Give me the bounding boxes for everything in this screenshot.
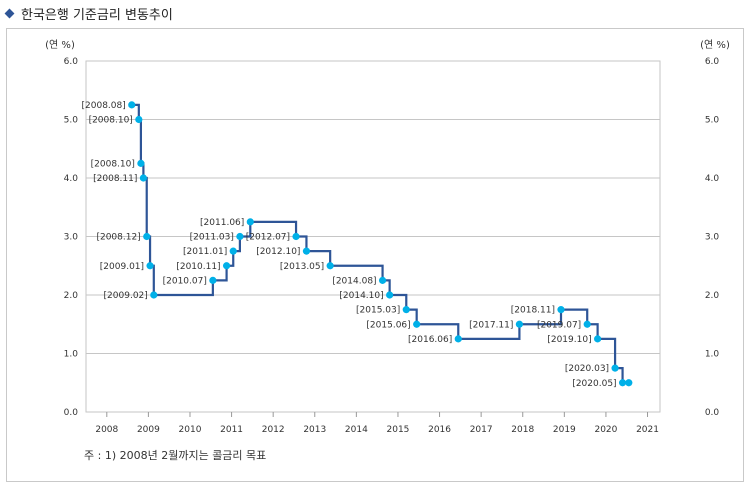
data-point-marker xyxy=(135,115,143,124)
y-tick-label-left: 3.0 xyxy=(64,233,79,243)
data-point-label: [2012.10] xyxy=(256,247,300,257)
footnote: 주 : 1) 2008년 2월까지는 콜금리 목표 xyxy=(84,449,267,462)
data-point-marker xyxy=(236,232,244,241)
data-point-marker xyxy=(128,101,136,109)
data-point-marker xyxy=(618,379,627,387)
y-axis-label-right: (연 %) xyxy=(700,39,730,51)
data-point-label: [2019.07] xyxy=(537,320,581,330)
x-tick-label: 2014 xyxy=(345,425,368,435)
data-point-label: [2011.06] xyxy=(200,218,244,228)
data-point-label: [2020.05] xyxy=(572,379,616,389)
y-ticks-left: 0.0 1.0 2.0 3.0 4.0 5.0 6.0 xyxy=(64,57,79,418)
chart-frame xyxy=(6,28,744,482)
y-tick-label-left: 1.0 xyxy=(64,350,79,360)
data-point-label: [2008.08] xyxy=(82,101,126,111)
data-point-label: [2017.11] xyxy=(469,320,513,330)
x-tick-label: 2019 xyxy=(553,425,576,435)
data-point-label: [2020.03] xyxy=(565,364,609,374)
data-point-marker xyxy=(150,291,158,299)
y-axis-label-left: (연 %) xyxy=(45,39,75,51)
y-tick-label-left: 0.0 xyxy=(64,408,79,418)
x-tick-label: 2011 xyxy=(220,425,243,435)
x-tick-label: 2013 xyxy=(303,425,326,435)
data-point-marker xyxy=(229,247,237,255)
data-point-label: [2010.11] xyxy=(176,262,220,272)
rate-markers xyxy=(128,101,633,387)
data-point-label: [2010.07] xyxy=(163,276,207,286)
point-labels: [2008.08] [2008.10] [2008.10] [2008.11] [200… xyxy=(82,101,617,389)
data-point-marker xyxy=(611,364,619,372)
y-ticks-right: 0.0 1.0 2.0 3.0 4.0 5.0 6.0 xyxy=(705,57,720,418)
y-tick-label-right: 3.0 xyxy=(705,233,720,243)
data-point-marker xyxy=(209,276,217,284)
title-row: 한국은행 기준금리 변동추이 xyxy=(2,3,173,23)
data-point-label: [2008.12] xyxy=(96,233,140,243)
x-tick-label: 2017 xyxy=(470,425,493,435)
x-ticks: 2008 2009 2010 2011 2012 2013 2014 2015 2016 2017… xyxy=(95,412,659,435)
x-tick-label: 2018 xyxy=(511,425,534,435)
data-point-label: [2009.02] xyxy=(104,291,148,301)
data-point-marker xyxy=(386,291,394,299)
y-tick-label-left: 4.0 xyxy=(64,174,79,184)
data-point-label: [2013.05] xyxy=(280,262,324,272)
x-tick-label: 2015 xyxy=(387,425,410,435)
y-tick-label-right: 2.0 xyxy=(705,291,720,301)
x-tick-label: 2008 xyxy=(95,425,118,435)
y-tick-label-left: 6.0 xyxy=(64,57,79,67)
data-point-marker xyxy=(557,306,565,314)
y-tick-label-right: 4.0 xyxy=(705,174,720,184)
data-point-label: [2014.08] xyxy=(332,276,376,286)
data-point-label: [2016.06] xyxy=(408,335,452,345)
y-tick-label-right: 1.0 xyxy=(705,350,720,360)
data-point-label: [2008.10] xyxy=(89,116,133,126)
y-tick-label-left: 2.0 xyxy=(64,291,79,301)
data-point-marker xyxy=(625,379,633,387)
x-tick-label: 2010 xyxy=(179,425,202,435)
data-point-marker xyxy=(139,174,147,182)
data-point-marker xyxy=(378,276,387,284)
data-point-marker xyxy=(137,159,145,167)
data-point-label: [2009.01] xyxy=(100,262,144,272)
data-point-marker xyxy=(222,262,231,270)
data-point-marker xyxy=(594,335,602,343)
data-point-marker xyxy=(143,232,151,241)
data-point-label: [2015.03] xyxy=(356,306,400,316)
data-point-marker xyxy=(413,320,421,328)
data-point-label: [2018.11] xyxy=(511,306,555,316)
x-tick-label: 2021 xyxy=(636,425,659,435)
grid-lines xyxy=(85,60,661,413)
data-point-label: [2014.10] xyxy=(339,291,383,301)
data-point-marker xyxy=(292,232,300,241)
x-tick-label: 2020 xyxy=(594,425,617,435)
data-point-marker xyxy=(326,262,334,270)
data-point-label: [2012.07] xyxy=(246,233,290,243)
data-point-label: [2008.11] xyxy=(93,174,137,184)
data-point-marker xyxy=(402,306,410,314)
data-point-label: [2015.06] xyxy=(366,320,410,330)
data-point-marker xyxy=(515,320,524,328)
y-tick-label-right: 5.0 xyxy=(705,116,720,126)
x-tick-label: 2009 xyxy=(137,425,160,435)
data-point-label: [2011.03] xyxy=(190,233,234,243)
x-tick-label: 2012 xyxy=(262,425,285,435)
page-title: 한국은행 기준금리 변동추이 xyxy=(21,7,173,23)
data-point-marker xyxy=(583,320,591,328)
data-point-label: [2008.10] xyxy=(91,159,135,169)
data-point-label: [2019.10] xyxy=(547,335,591,345)
y-tick-label-right: 6.0 xyxy=(705,57,720,67)
y-tick-label-left: 5.0 xyxy=(64,116,79,126)
data-point-marker xyxy=(454,335,462,343)
data-point-marker xyxy=(302,247,311,255)
y-tick-label-right: 0.0 xyxy=(705,408,720,418)
data-point-marker xyxy=(146,262,154,270)
x-tick-label: 2016 xyxy=(428,425,451,435)
data-point-marker xyxy=(246,218,254,226)
data-point-label: [2011.01] xyxy=(183,247,227,257)
